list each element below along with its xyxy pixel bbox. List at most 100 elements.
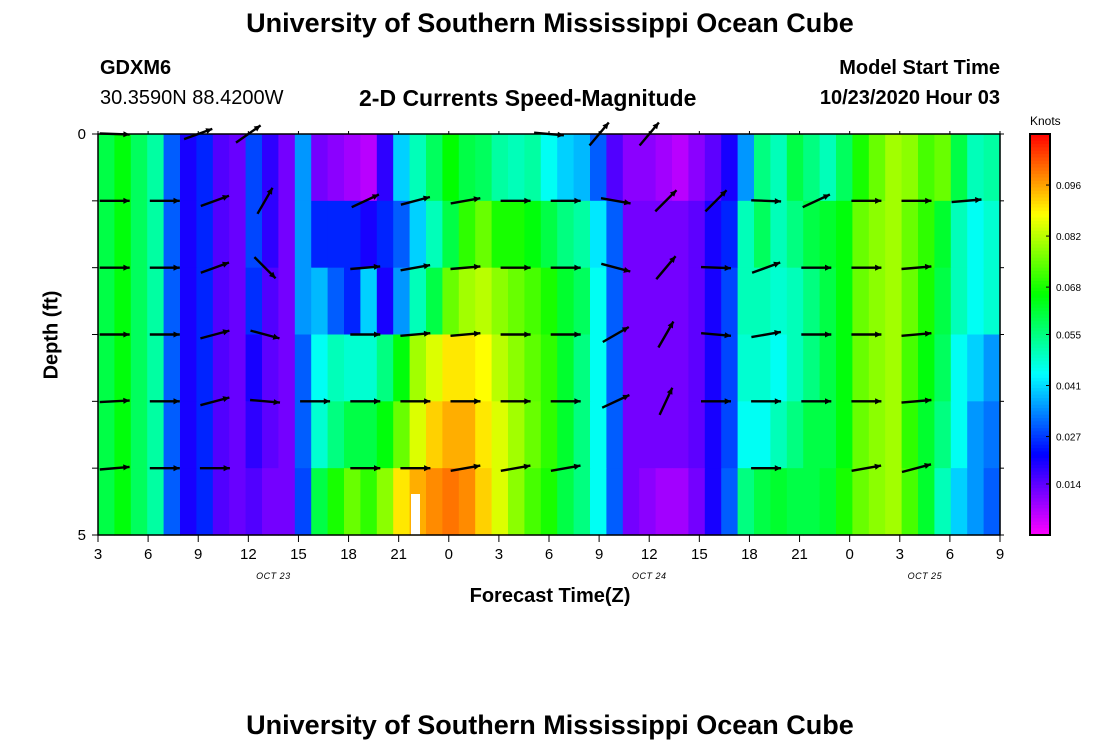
current-vector [901,397,932,404]
heatmap-cell [114,401,132,469]
current-vector [99,397,130,404]
colorbar-swatch [1030,478,1050,483]
current-vector [199,465,230,472]
colorbar-swatch [1030,304,1050,309]
heatmap-cell [672,401,689,469]
heatmap-cell [245,134,263,202]
heatmap-cell [819,334,837,402]
current-vector [500,264,531,271]
colorbar-swatch [1030,351,1050,356]
heatmap-cell [786,334,804,402]
footer-title: University of Southern Mississippi Ocean… [246,710,854,740]
heatmap-cell [606,468,624,536]
heatmap-cell [114,200,132,269]
heatmap-cell [983,134,1001,202]
current-vector [704,189,728,213]
colorbar-swatch [1030,377,1050,382]
current-vector [751,398,782,405]
heatmap-cell [458,134,476,202]
heatmap-cell [409,334,427,402]
current-vector [901,197,932,204]
heatmap-cell [393,134,411,202]
colorbar-swatch [1030,177,1050,182]
colorbar-swatch [1030,274,1050,279]
colorbar-swatch [1030,230,1050,235]
date-label: OCT 25 [908,571,943,581]
heatmap-cell [622,468,640,536]
heatmap-cell [294,267,312,336]
colorbar-swatch [1030,271,1050,275]
heatmap-cell [639,200,657,269]
heatmap-cell [885,134,903,202]
heatmap-cell [327,468,345,536]
heatmap-cell [163,468,181,536]
colorbar-label: Knots [1030,114,1061,128]
heatmap-cell [376,200,394,269]
colorbar-swatch [1030,227,1050,232]
heatmap-cell [622,134,640,202]
heatmap-cell [294,200,312,269]
date-label: OCT 23 [256,571,291,581]
current-vector [400,398,431,405]
heatmap-cell [754,401,771,469]
data-gap [411,494,420,535]
heatmap-cell [852,334,870,402]
colorbar-swatch [1030,144,1050,148]
model-start-label: Model Start Time [839,57,1000,79]
heatmap-cell [344,334,361,402]
colorbar-swatch [1030,421,1050,426]
current-vector [751,261,781,274]
current-vector [450,196,481,205]
current-vector [901,330,932,337]
colorbar-swatch [1030,220,1050,225]
heatmap-cell [786,401,804,469]
x-axis-title: Forecast Time(Z) [469,585,631,607]
heatmap-cell [704,334,722,402]
heatmap-cell [967,200,985,269]
heatmap-cell [573,267,591,336]
heatmap-cell [688,200,706,269]
current-vector [200,329,230,340]
heatmap-cell [360,468,378,536]
colorbar-swatch [1030,307,1050,312]
current-vector [256,187,274,215]
current-vector [602,325,630,344]
current-vector [99,197,130,204]
current-vector [450,398,481,405]
x-tick-label: 0 [445,546,453,563]
heatmap-cell [508,401,525,469]
heatmap-cell [901,134,919,202]
heatmap-cell [409,401,427,469]
heatmap-cell [836,401,853,469]
colorbar-tick-label: 0.082 [1056,232,1081,243]
colorbar-swatch [1030,428,1050,433]
colorbar-swatch [1030,511,1050,516]
heatmap-cell [278,468,296,536]
current-vector [500,197,531,204]
heatmap-cell [327,334,345,402]
heatmap-cell [852,134,870,202]
heatmap-cell [278,267,296,336]
heatmap-cell [770,334,788,402]
heatmap-cell [376,468,394,536]
heatmap-cell [229,134,247,202]
heatmap-cell [163,401,181,469]
heatmap-cell [901,468,919,536]
colorbar-swatch [1030,317,1050,322]
heatmap-cell [344,267,361,336]
heatmap-cell [311,200,329,269]
current-vector [350,398,381,405]
colorbar-swatch [1030,491,1050,496]
heatmap-cell [508,267,525,336]
colorbar-swatch [1030,327,1050,332]
heatmap-cell [590,334,607,402]
colorbar-swatch [1030,464,1050,469]
heatmap-cell [180,267,197,336]
heatmap-cell [458,200,476,269]
heatmap-cell [557,334,575,402]
heatmap-cell [754,334,771,402]
colorbar-swatch [1030,337,1050,342]
colorbar-swatch [1030,481,1050,486]
colorbar-swatch [1030,528,1050,533]
heatmap-cell [98,401,115,469]
